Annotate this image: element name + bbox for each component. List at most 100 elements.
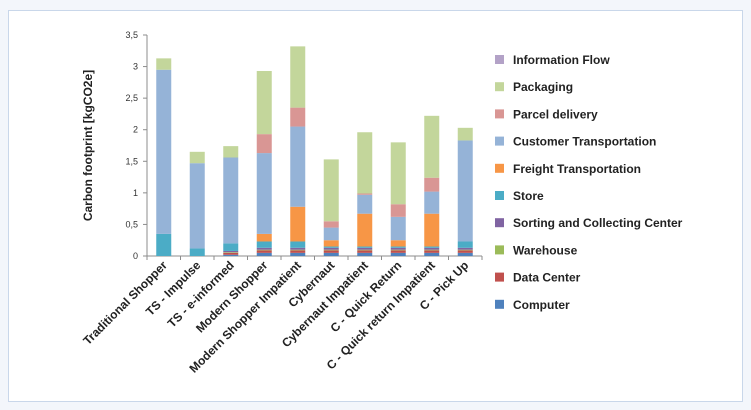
legend-label: Parcel delivery [513,107,598,121]
bar-segment [189,163,205,249]
bar-segment [256,250,272,253]
bar-segment [457,250,473,253]
bar-segment [223,157,239,244]
bar-segment [390,247,406,250]
bar-segment [357,247,373,250]
bar-segment [457,252,473,256]
bar-segment [390,252,406,256]
chart-frame [8,10,743,402]
bar-segment [357,194,373,214]
legend-swatch [495,272,504,282]
bar-segment [357,250,373,253]
bar-segment [357,249,373,251]
bar-segment [290,252,306,256]
bar-segment [424,252,440,256]
legend-label: Packaging [513,80,573,94]
bar-segment [256,70,272,135]
bar-segment [256,241,272,248]
y-tick-label: 1 [133,188,138,198]
bar-segment [156,58,172,70]
bar-segment [357,213,373,247]
bar-segment [323,249,339,251]
legend-swatch [495,245,504,255]
bar-segment [424,250,440,253]
bar-segment [323,247,339,250]
bar-segment [223,254,239,256]
y-tick-label: 0 [133,251,138,261]
bar-segment [290,206,306,242]
bar-segment [256,247,272,250]
bar-segment [424,115,440,178]
legend-swatch [495,191,504,200]
bar-segment [357,246,373,248]
bar-segment [223,243,239,251]
bar-segment [323,227,339,241]
bar-segment [424,247,440,250]
bar-segment [256,153,272,234]
bar-segment [323,221,339,228]
bar-segment [424,177,440,192]
bar-segment [156,233,172,256]
legend-label: Store [513,189,544,203]
bar-segment [390,249,406,251]
bar-segment [323,159,339,222]
y-tick-label: 1,5 [125,156,138,166]
bar-segment [457,249,473,251]
bar-segment [424,249,440,251]
y-tick-label: 3,5 [125,30,138,40]
bar-segment [424,246,440,248]
bar-segment [390,250,406,253]
bar-segment [390,142,406,205]
bar-segment [290,107,306,127]
bar-segment [323,250,339,253]
bar-segment [390,246,406,248]
bar-segment [390,216,406,241]
bar-segment [390,240,406,247]
legend-label: Customer Transportation [513,135,656,149]
legend-swatch [495,299,504,309]
bar-segment [256,249,272,251]
bar-segment [323,240,339,247]
legend-label: Warehouse [513,243,578,257]
legend-swatch [495,82,504,92]
bar-segment [223,252,239,253]
bar-segment [357,252,373,256]
legend-swatch [495,218,504,228]
bar-segment [323,246,339,248]
legend-label: Freight Transportation [513,162,641,176]
bar-segment [223,146,239,158]
bar-segment [457,127,473,141]
y-tick-label: 2,5 [125,93,138,103]
legend-swatch [495,55,504,64]
legend-label: Information Flow [513,53,610,67]
bar-segment [457,241,473,248]
bar-segment [323,252,339,256]
bar-segment [424,191,440,214]
bar-segment [290,247,306,250]
bar-segment [156,69,172,234]
legend-label: Data Center [513,271,581,285]
bar-segment [223,250,239,253]
bar-segment [290,46,306,108]
bar-segment [256,233,272,242]
bar-segment [357,193,373,195]
y-tick-label: 3 [133,62,138,72]
bar-segment [256,252,272,256]
bar-segment [290,250,306,253]
bar-segment [256,134,272,154]
bar-segment [424,213,440,247]
bar-segment [390,204,406,217]
legend-swatch [495,163,504,173]
bar-segment [290,249,306,251]
bar-segment [290,241,306,248]
bar-segment [457,140,473,242]
bar-segment [357,132,373,194]
y-tick-label: 0,5 [125,219,138,229]
bar-segment [189,151,205,164]
y-tick-label: 2 [133,125,138,135]
bar-segment [290,126,306,207]
bar-segment [223,252,239,255]
y-axis-label: Carbon footprint [kgCO2e] [81,70,95,221]
legend-swatch [495,109,504,119]
